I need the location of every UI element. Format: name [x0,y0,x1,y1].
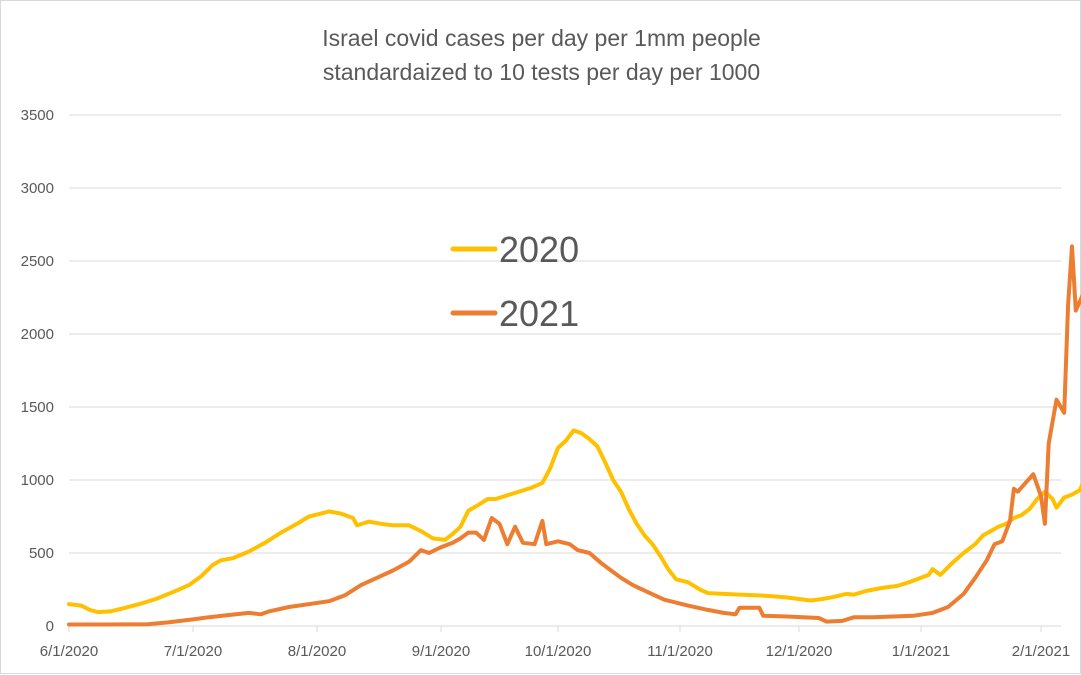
y-tick-label-2500: 2500 [21,253,54,270]
x-tick-label-4: 10/1/2020 [525,643,592,660]
series-line-2020 [67,428,1081,615]
gridlines [69,114,1061,554]
legend-label-2020: 2020 [499,229,579,270]
legend-label-2021: 2021 [499,293,579,334]
y-tick-label-1000: 1000 [21,472,54,489]
y-tick-label-3500: 3500 [21,107,54,124]
y-tick-labels: 0 500 1000 1500 2000 2500 3000 3500 [21,107,54,635]
y-tick-label-2000: 2000 [21,326,54,343]
x-tick-label-5: 11/1/2020 [647,643,713,660]
x-tick-label-3: 9/1/2020 [412,643,470,660]
x-tick-label-0: 6/1/2020 [40,643,98,660]
x-tick-label-8: 2/1/2021 [1012,643,1070,660]
legend: 2020 2021 [450,229,579,334]
y-tick-label-500: 500 [29,545,54,562]
y-tick-label-0: 0 [46,618,54,635]
series-lines [67,244,1081,627]
x-tick-label-7: 1/1/2021 [892,643,950,660]
y-tick-label-1500: 1500 [21,399,54,416]
x-tick-labels: 6/1/2020 7/1/2020 8/1/2020 9/1/2020 10/1/202… [40,626,1070,660]
x-tick-label-6: 12/1/2020 [766,643,833,660]
x-tick-label-1: 7/1/2020 [164,643,222,660]
y-tick-label-3000: 3000 [21,180,54,197]
chart-title-line-1: Israel covid cases per day per 1mm peopl… [322,25,761,51]
series-line-2021 [67,244,1081,627]
chart-title-line-2: standardaized to 10 tests per day per 10… [322,59,761,85]
x-tick-label-2: 8/1/2020 [288,643,346,660]
